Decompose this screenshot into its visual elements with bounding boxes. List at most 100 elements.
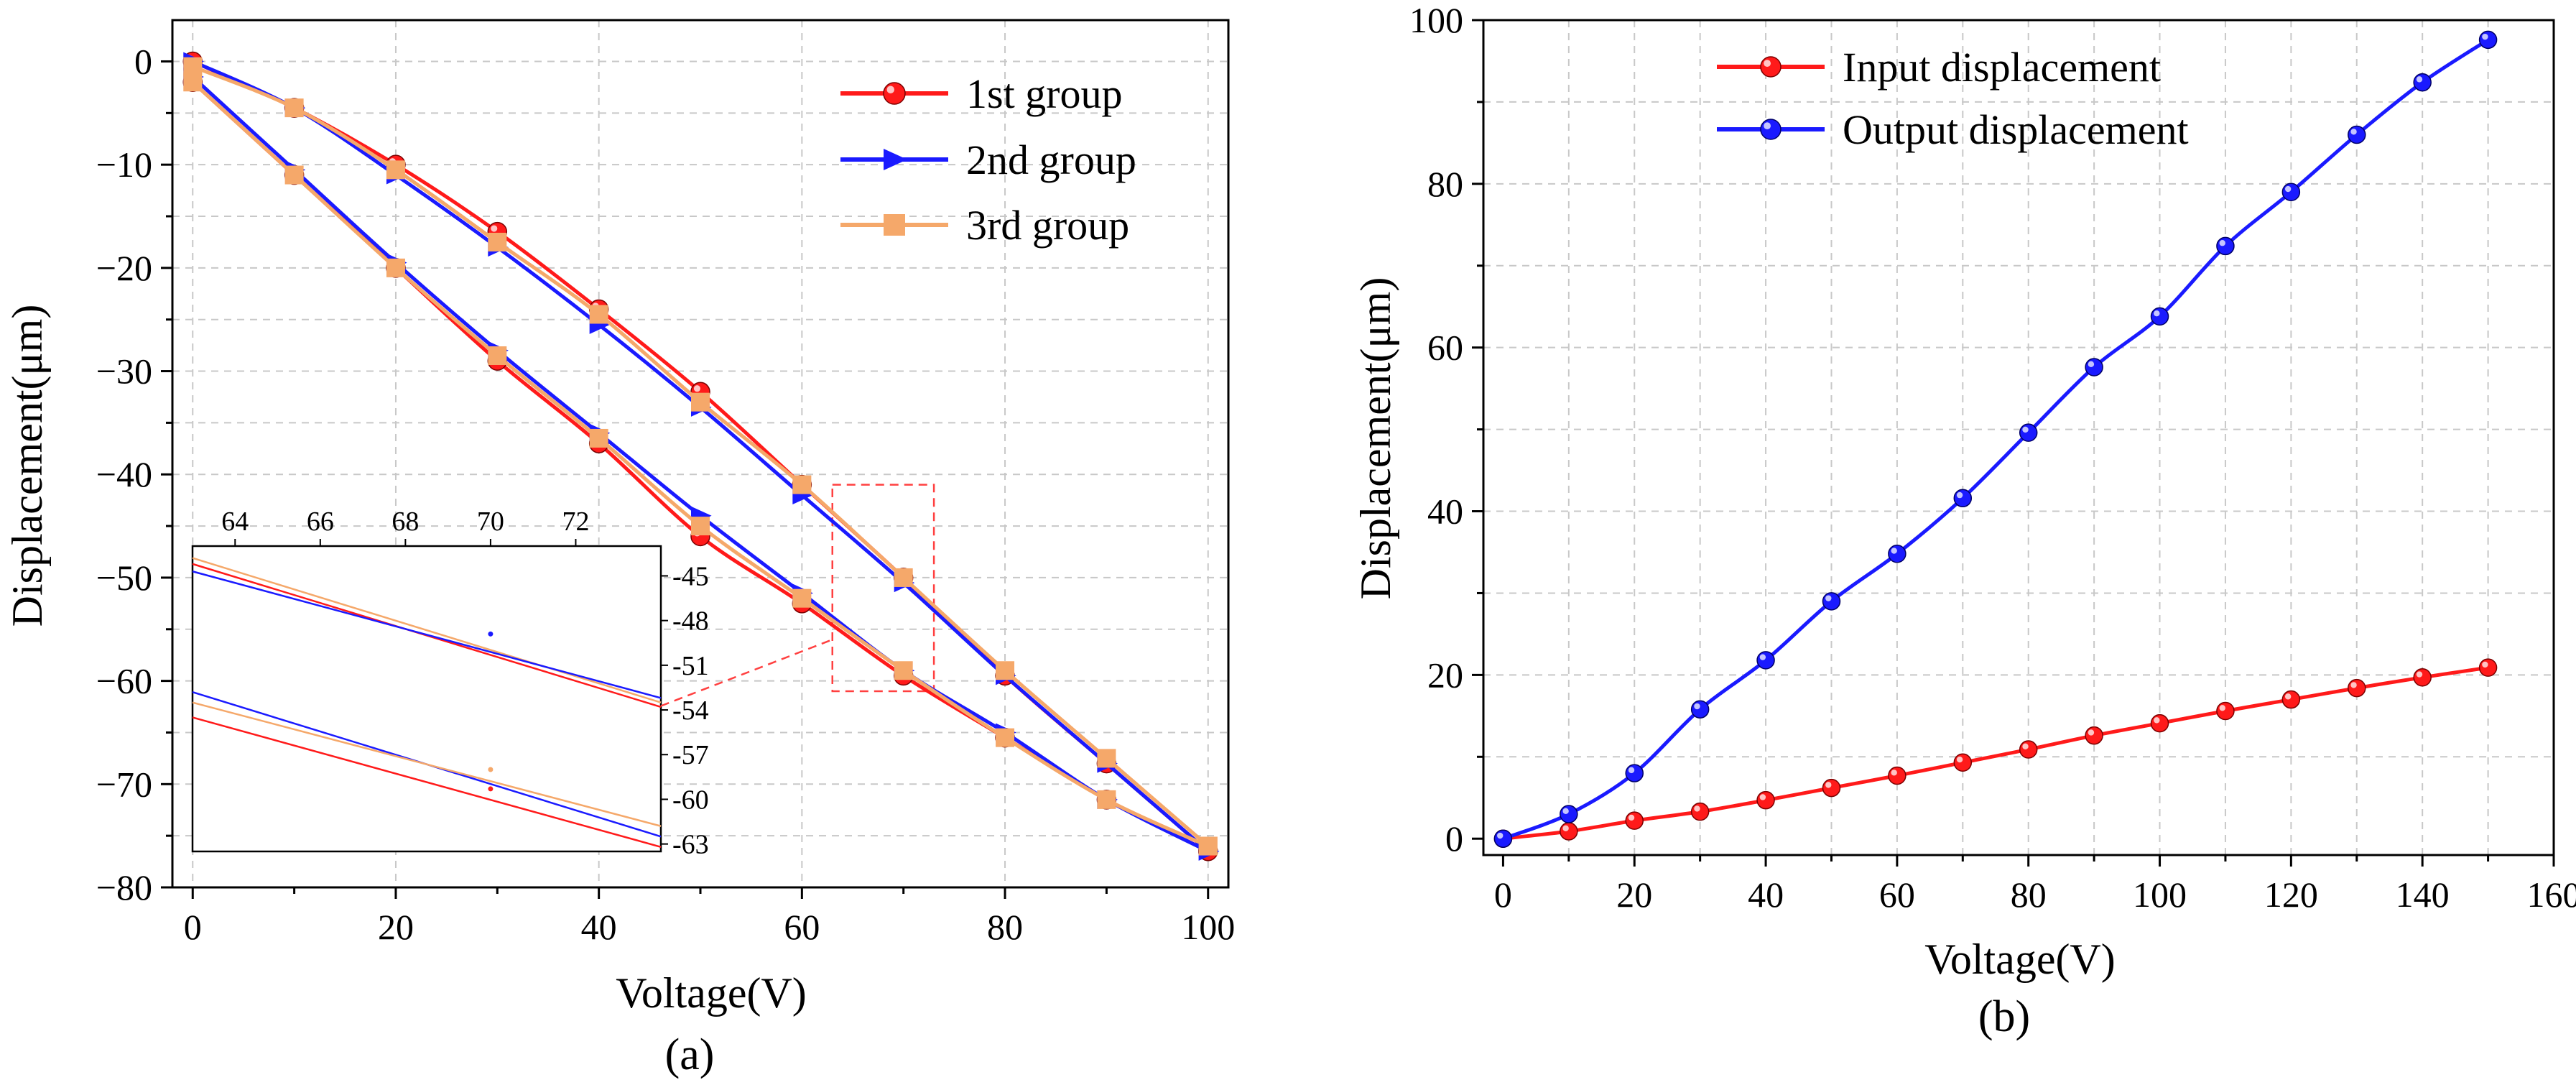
panel-b-legend: Input displacement Output displacement: [1717, 44, 2189, 153]
data-point: [1756, 790, 1775, 810]
panel-b-label: (b): [1978, 992, 2030, 1041]
legend-entry-output-displacement: Output displacement: [1717, 106, 2189, 153]
legend-label: 3rd group: [966, 202, 1129, 249]
data-point: [1097, 749, 1116, 768]
data-point: [2085, 358, 2103, 377]
data-point: [1756, 651, 1775, 670]
data-point: [1198, 836, 1218, 856]
series-input-displacement: [1493, 658, 2498, 848]
legend-entry-3rd-group: 3rd group: [840, 202, 1129, 249]
legend-marker: [883, 82, 906, 105]
panel-a-series: [182, 51, 1220, 862]
data-point-highlight: [2350, 129, 2357, 135]
data-point-highlight: [1825, 595, 1832, 601]
y-tick-label: −30: [96, 351, 152, 392]
data-point-highlight: [2088, 729, 2095, 736]
legend-label: Input displacement: [1843, 44, 2161, 91]
data-point: [884, 214, 905, 236]
panel-b-series: [1493, 30, 2498, 848]
legend-label: 1st group: [966, 70, 1123, 117]
y-tick-label: −60: [96, 661, 152, 701]
data-point: [1560, 822, 1578, 841]
data-point-highlight: [1764, 122, 1771, 130]
panel-a-y-axis-label: Displacement(μm): [4, 305, 51, 627]
data-point-highlight: [693, 385, 700, 392]
data-point: [2019, 423, 2038, 442]
x-tick-label: 100: [1181, 907, 1235, 947]
data-point: [1953, 753, 1973, 772]
y-tick-label: 0: [1445, 818, 1463, 859]
panel-b-grid: [1483, 20, 2554, 855]
panel-b-axes-frame: [1482, 19, 2555, 856]
data-point: [589, 305, 608, 324]
data-point: [1888, 545, 1906, 563]
data-point: [1822, 778, 1841, 798]
data-point: [2478, 30, 2498, 50]
data-point: [1560, 805, 1578, 823]
data-point: [2216, 701, 2235, 721]
inset-series-line: [192, 571, 662, 699]
data-point-highlight: [1764, 60, 1771, 67]
data-point: [2348, 125, 2366, 144]
y-tick-label: −10: [96, 144, 152, 185]
data-point-highlight: [1694, 703, 1700, 710]
data-point: [1625, 811, 1644, 830]
data-point-highlight: [2284, 693, 2292, 700]
data-point-highlight: [1562, 808, 1569, 815]
data-point: [284, 98, 304, 118]
data-point: [488, 346, 507, 365]
inset-series-line: [192, 701, 662, 827]
x-tick-label: 160: [2527, 874, 2576, 915]
data-point: [1625, 764, 1644, 782]
legend-entry-input-displacement: Input displacement: [1717, 44, 2161, 91]
y-tick-label: 80: [1427, 164, 1463, 204]
data-point: [1822, 592, 1841, 611]
inset-x-tick-label: 66: [307, 507, 334, 537]
inset-x-tick-label: 64: [221, 507, 249, 537]
x-tick-label: 60: [1879, 874, 1915, 915]
data-point-highlight: [1956, 491, 1963, 499]
data-point: [1760, 56, 1782, 78]
legend-marker: [884, 214, 905, 236]
panel-a-zoom-indicator: [831, 484, 935, 693]
data-point-highlight: [1497, 832, 1504, 839]
y-tick-label: −40: [96, 454, 152, 494]
data-point-highlight: [1891, 548, 1897, 554]
inset-y-tick-label: -45: [672, 561, 709, 591]
data-point-highlight: [2482, 33, 2488, 40]
y-tick-label: −70: [96, 764, 152, 804]
data-point: [691, 392, 710, 412]
y-tick-label: 40: [1427, 491, 1463, 532]
x-tick-label: 100: [2133, 874, 2187, 915]
data-point-highlight: [2022, 426, 2029, 433]
panel-a-inset: 64 66 68 70 72 -45 -48 -51 -54 -57 -60 -63: [191, 507, 833, 860]
inset-data-point: [488, 767, 494, 772]
inset-data-point: [488, 631, 494, 637]
inset-y-tick-label: -54: [672, 696, 709, 726]
x-tick-label: 60: [784, 907, 820, 947]
y-tick-label: 0: [134, 41, 152, 81]
data-point-highlight: [1628, 814, 1635, 821]
panel-b: 0 20 40 60 80 100 120 140 160 0 20 40 60 80 100 Voltag…: [1352, 0, 2576, 1041]
data-point-highlight: [2482, 661, 2488, 668]
data-point: [386, 258, 405, 277]
data-point: [2019, 740, 2038, 759]
x-tick-label: 140: [2396, 874, 2450, 915]
data-point-highlight: [1891, 770, 1897, 776]
data-point: [894, 661, 913, 680]
data-point: [996, 728, 1015, 747]
zoom-connector: [660, 638, 833, 707]
panel-a: 0 20 40 60 80 100 0 −10 −20 −30 −40 −50 −60 −70 −80 64…: [4, 19, 1235, 1079]
data-point-highlight: [2416, 76, 2423, 83]
data-point-highlight: [491, 225, 498, 232]
x-tick-label: 40: [1748, 874, 1784, 915]
data-point: [2281, 690, 2301, 709]
inset-data-point: [488, 786, 494, 792]
y-tick-label: 20: [1427, 655, 1463, 695]
x-tick-label: 80: [987, 907, 1023, 947]
panel-a-ticks: 0 20 40 60 80 100 0 −10 −20 −30 −40 −50 −60 −70 −80: [96, 41, 1235, 947]
data-point-highlight: [2154, 717, 2160, 724]
data-point: [1888, 766, 1906, 785]
data-point: [2478, 658, 2498, 677]
data-point: [1097, 790, 1116, 809]
